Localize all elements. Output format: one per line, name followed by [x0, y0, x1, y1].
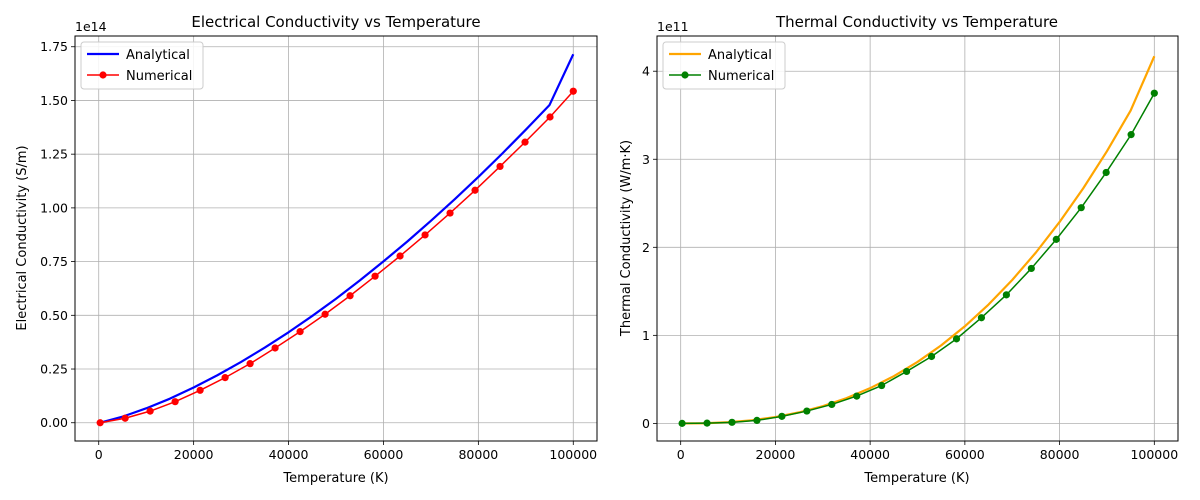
- data-point-numerical: [569, 87, 577, 95]
- y-tick-label: 1.00: [40, 200, 68, 215]
- data-point-numerical: [778, 412, 786, 420]
- series-line-analytical: [99, 53, 575, 424]
- x-axis-ticks: 0 20000 40000 60000 80000 100000: [677, 441, 1178, 462]
- x-tick-label: 20000: [174, 447, 214, 462]
- data-point-numerical: [952, 335, 961, 343]
- data-point-numerical: [496, 162, 504, 171]
- x-tick-label: 0: [95, 447, 103, 462]
- data-point-numerical: [171, 398, 179, 406]
- data-point-numerical: [296, 328, 304, 336]
- data-point-numerical: [546, 113, 554, 121]
- data-point-numerical: [221, 374, 229, 382]
- data-point-numerical: [1077, 204, 1085, 212]
- legend-marker-numerical: [99, 71, 107, 79]
- y-axis-label: Thermal Conductivity (W/m·K): [619, 140, 634, 337]
- data-point-numerical: [728, 418, 736, 426]
- y-tick-label: 3: [642, 152, 650, 167]
- chart-title: Thermal Conductivity vs Temperature: [775, 13, 1058, 31]
- data-point-numerical: [878, 381, 886, 390]
- y-tick-label: 4: [642, 64, 650, 79]
- data-point-numerical: [1052, 235, 1060, 243]
- y-tick-label: 0.50: [40, 308, 68, 323]
- legend-marker-numerical: [681, 71, 689, 79]
- series: [96, 53, 577, 427]
- legend-label-analytical: Analytical: [126, 48, 190, 63]
- data-point-numerical: [446, 209, 454, 217]
- x-tick-label: 40000: [850, 447, 890, 462]
- data-point-numerical: [196, 386, 204, 394]
- data-point-numerical: [246, 360, 254, 368]
- y-offset-label: 1e14: [75, 19, 107, 34]
- y-tick-label: 1.75: [40, 39, 68, 54]
- legend: Analytical Numerical: [662, 41, 786, 90]
- grid: [657, 36, 1178, 441]
- plot-border: [656, 35, 1179, 442]
- data-point-numerical: [1127, 131, 1135, 139]
- data-point-numerical: [803, 407, 811, 415]
- series-line-numerical: [682, 92, 1155, 425]
- plot-border: [74, 35, 598, 442]
- y-tick-label: 0: [642, 416, 650, 431]
- y-axis-ticks: 0 1 2 3 4: [642, 64, 657, 431]
- legend-label-numerical: Numerical: [708, 69, 774, 84]
- data-point-numerical: [521, 138, 529, 146]
- y-axis-label: Electrical Conductivity (S/m): [15, 145, 30, 330]
- data-point-numerical: [678, 419, 686, 427]
- data-point-numerical: [1027, 264, 1035, 273]
- data-point-numerical: [703, 419, 711, 427]
- y-tick-label: 1.25: [40, 147, 68, 162]
- y-tick-label: 0.75: [40, 254, 68, 269]
- data-point-numerical: [1102, 168, 1110, 177]
- data-point-numerical: [346, 292, 354, 300]
- plot-area: [75, 36, 597, 441]
- y-tick-label: 2: [642, 240, 650, 255]
- data-point-numerical: [1150, 89, 1158, 97]
- data-point-numerical: [396, 252, 404, 260]
- x-axis-label: Temperature (K): [282, 471, 388, 486]
- data-point-numerical: [903, 367, 911, 376]
- x-tick-label: 60000: [945, 447, 985, 462]
- x-tick-label: 60000: [364, 447, 404, 462]
- series-line-numerical: [100, 90, 574, 424]
- grid: [75, 36, 597, 441]
- y-axis-ticks: 0.00 0.25 0.50 0.75 1.00 1.25 1.50 1.75: [40, 39, 75, 430]
- data-point-numerical: [1002, 291, 1010, 299]
- thermal-conductivity-chart: Thermal Conductivity vs Temperature 1e11…: [619, 13, 1179, 486]
- data-point-numerical: [271, 344, 279, 352]
- y-tick-label: 1.50: [40, 93, 68, 108]
- data-point-numerical: [471, 186, 479, 194]
- y-offset-label: 1e11: [657, 19, 689, 34]
- data-point-numerical: [121, 414, 129, 422]
- data-point-numerical: [977, 314, 986, 322]
- data-point-numerical: [828, 400, 836, 409]
- legend: Analytical Numerical: [80, 41, 204, 90]
- series: [678, 55, 1158, 427]
- data-point-numerical: [146, 407, 154, 415]
- y-tick-label: 0.25: [40, 362, 68, 377]
- data-point-numerical: [853, 392, 861, 400]
- data-point-numerical: [96, 419, 104, 427]
- data-point-numerical: [321, 310, 329, 318]
- y-tick-label: 0.00: [40, 415, 68, 430]
- y-tick-label: 1: [642, 328, 650, 343]
- x-tick-label: 100000: [549, 447, 597, 462]
- data-point-numerical: [927, 352, 936, 361]
- data-point-numerical: [371, 272, 379, 280]
- legend-label-analytical: Analytical: [708, 48, 772, 63]
- x-tick-label: 80000: [1040, 447, 1080, 462]
- x-tick-label: 100000: [1130, 447, 1178, 462]
- x-tick-label: 40000: [269, 447, 309, 462]
- data-point-numerical: [753, 416, 761, 424]
- electrical-conductivity-chart: Electrical Conductivity vs Temperature 1…: [15, 13, 598, 486]
- plot-area: [657, 36, 1178, 441]
- chart-title: Electrical Conductivity vs Temperature: [191, 13, 480, 31]
- x-axis-label: Temperature (K): [863, 471, 969, 486]
- data-point-numerical: [421, 231, 429, 239]
- x-tick-label: 0: [677, 447, 685, 462]
- x-tick-label: 20000: [756, 447, 796, 462]
- legend-label-numerical: Numerical: [126, 69, 192, 84]
- x-tick-label: 80000: [458, 447, 498, 462]
- x-axis-ticks: 0 20000 40000 60000 80000 100000: [95, 441, 597, 462]
